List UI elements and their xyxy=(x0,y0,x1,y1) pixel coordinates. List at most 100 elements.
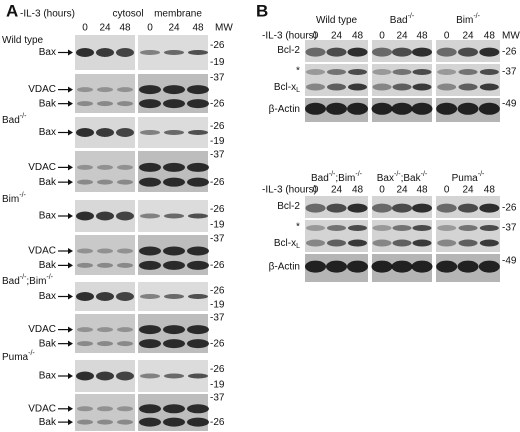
band xyxy=(140,50,160,55)
mw-marker: -37 xyxy=(502,223,517,234)
band xyxy=(77,164,93,170)
band xyxy=(187,325,209,335)
arrow-head xyxy=(68,86,73,93)
arrow-head xyxy=(68,262,73,269)
arrow-head xyxy=(68,213,73,219)
nonspecific-marker: * xyxy=(296,222,300,233)
protein-label: VDAC xyxy=(28,403,56,414)
blot xyxy=(305,64,368,96)
band xyxy=(391,102,413,115)
band xyxy=(139,417,161,427)
band xyxy=(77,419,93,425)
band xyxy=(139,404,161,414)
band xyxy=(188,50,208,55)
band xyxy=(411,260,433,273)
nonspecific-marker: * xyxy=(296,66,300,77)
protein-label: VDAC xyxy=(28,162,56,173)
band xyxy=(163,339,185,349)
band xyxy=(117,327,133,333)
band xyxy=(412,47,432,57)
superscript: -/- xyxy=(46,274,53,281)
genotype-label-part: Puma xyxy=(2,352,29,363)
band xyxy=(372,225,392,231)
band xyxy=(116,371,134,381)
arrow-head xyxy=(68,248,73,254)
band xyxy=(187,99,209,109)
mw-marker: -19 xyxy=(210,220,225,231)
band xyxy=(348,83,367,91)
superscript: -/- xyxy=(20,113,27,120)
mw-marker: -37 xyxy=(210,392,225,403)
band xyxy=(479,47,500,57)
protein-label-part: β-Actin xyxy=(269,261,300,272)
protein-label: Bak xyxy=(39,338,57,349)
band xyxy=(164,50,184,55)
superscript: -/- xyxy=(20,274,27,281)
genotype-label-part: ;Bak xyxy=(401,173,422,184)
blot xyxy=(436,220,500,252)
superscript: -/- xyxy=(355,171,362,178)
band xyxy=(326,47,347,57)
band xyxy=(412,203,432,213)
genotype-label-part: Bad xyxy=(2,276,20,287)
band xyxy=(436,47,457,57)
protein-label-part: Bcl-2 xyxy=(277,201,300,212)
fraction-label: cytosol xyxy=(112,9,143,20)
band xyxy=(457,102,479,115)
arrow-head xyxy=(68,100,73,107)
band xyxy=(96,292,114,301)
genotype-label-part: Bad xyxy=(2,115,20,126)
arrow-head xyxy=(68,293,73,300)
band xyxy=(139,260,161,270)
timepoint: 48 xyxy=(192,23,204,34)
band xyxy=(458,225,478,231)
timepoint: 0 xyxy=(379,31,385,42)
arrow-head xyxy=(68,49,73,56)
timepoint: 24 xyxy=(331,31,343,42)
band xyxy=(327,83,346,91)
band xyxy=(371,260,393,273)
band xyxy=(392,225,412,231)
band xyxy=(348,69,367,75)
timepoint: 48 xyxy=(484,185,496,196)
band xyxy=(479,225,499,231)
band xyxy=(76,128,94,137)
genotype-label-part: Bad xyxy=(390,15,408,26)
timepoint: 24 xyxy=(168,23,180,34)
blot xyxy=(372,220,432,252)
band xyxy=(412,69,432,75)
band xyxy=(327,239,346,247)
arrow-head xyxy=(68,164,73,171)
timepoint: 24 xyxy=(396,31,408,42)
timepoint: 24 xyxy=(396,185,408,196)
band xyxy=(97,179,113,185)
mw-marker: -19 xyxy=(210,136,225,147)
band xyxy=(305,47,326,57)
genotype-label-part: Wild type xyxy=(2,35,44,46)
band xyxy=(97,164,113,170)
band xyxy=(139,162,161,172)
mw-marker: -26 xyxy=(210,285,225,296)
band xyxy=(97,327,113,333)
timepoint: 48 xyxy=(416,185,428,196)
mw-marker: -26 xyxy=(210,338,225,349)
band xyxy=(164,213,184,219)
protein-label-part: Bcl-2 xyxy=(277,45,300,56)
band xyxy=(436,102,458,115)
band xyxy=(76,211,94,221)
band xyxy=(116,48,134,57)
band xyxy=(96,211,114,221)
band xyxy=(117,406,133,412)
timepoint: 24 xyxy=(462,185,474,196)
band xyxy=(187,417,209,427)
band xyxy=(479,239,499,247)
band xyxy=(306,83,325,91)
band xyxy=(97,101,113,107)
band xyxy=(458,239,478,247)
protein-label: Bcl-xL xyxy=(274,82,300,95)
band xyxy=(97,248,113,254)
protein-label: Bcl-2 xyxy=(277,45,300,56)
band xyxy=(458,203,478,213)
timepoint: 0 xyxy=(444,31,450,42)
protein-label: Bax xyxy=(39,211,56,222)
